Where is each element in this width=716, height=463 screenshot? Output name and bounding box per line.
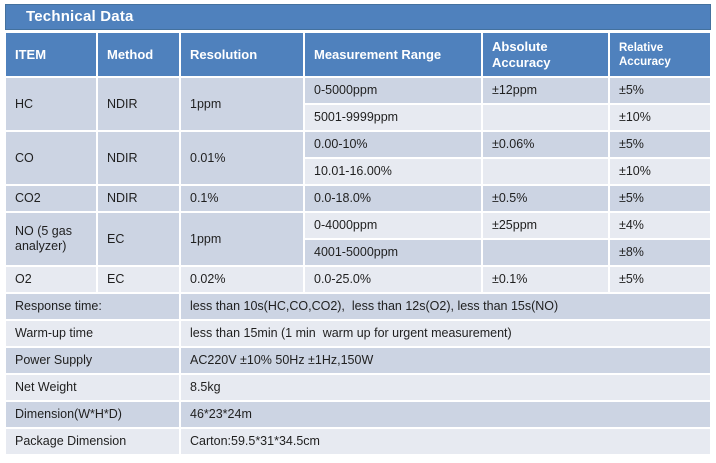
range-cell: 0-5000ppm	[305, 78, 481, 103]
table-row-package-dimension: Package Dimension Carton:59.5*31*34.5cm	[6, 429, 710, 454]
table-row-co-2: 10.01-16.00% ±10%	[6, 159, 710, 184]
resolution-cell: 1ppm	[181, 78, 303, 130]
col-header-resolution: Resolution	[181, 33, 303, 76]
method-cell: NDIR	[98, 78, 179, 130]
rel-accuracy-cell: ±4%	[610, 213, 710, 238]
header-row: ITEM Method Resolution Measurement Range…	[6, 33, 710, 76]
range-cell: 0.00-10%	[305, 132, 481, 157]
spec-label-cell: Package Dimension	[6, 429, 179, 454]
gas-item-cell: HC	[6, 78, 96, 130]
spec-value-cell: Carton:59.5*31*34.5cm	[181, 429, 710, 454]
table-row-warm-up-time: Warm-up time less than 15min (1 min warm…	[6, 321, 710, 346]
table-row-o2: O2 EC 0.02% 0.0-25.0% ±0.1% ±5%	[6, 267, 710, 292]
method-cell: EC	[98, 213, 179, 265]
table-row-net-weight: Net Weight 8.5kg	[6, 375, 710, 400]
gas-item-cell: O2	[6, 267, 96, 292]
abs-accuracy-cell: ±12ppm	[483, 78, 608, 103]
gas-item-cell: NO (5 gas analyzer)	[6, 213, 96, 265]
resolution-cell: 0.01%	[181, 132, 303, 184]
range-cell: 4001-5000ppm	[305, 240, 481, 265]
resolution-cell: 0.1%	[181, 186, 303, 211]
rel-accuracy-cell: ±5%	[610, 132, 710, 157]
table-row-co-1: CO NDIR 0.01% 0.00-10% ±0.06% ±5%	[6, 132, 710, 184]
col-header-absolute-accuracy: Absolute Accuracy	[483, 33, 608, 76]
col-header-relative-accuracy: Relative Accuracy	[610, 33, 710, 76]
abs-accuracy-cell	[483, 159, 608, 184]
abs-accuracy-cell: ±0.06%	[483, 132, 608, 157]
rel-accuracy-cell: ±10%	[610, 105, 710, 130]
abs-accuracy-cell	[483, 240, 608, 265]
rel-accuracy-cell: ±8%	[610, 240, 710, 265]
col-header-measurement-range: Measurement Range	[305, 33, 481, 76]
rel-accuracy-cell: ±5%	[610, 267, 710, 292]
technical-data-table: ITEM Method Resolution Measurement Range…	[4, 31, 712, 456]
table-row-co2: CO2 NDIR 0.1% 0.0-18.0% ±0.5% ±5%	[6, 186, 710, 211]
range-cell: 10.01-16.00%	[305, 159, 481, 184]
range-cell: 0-4000ppm	[305, 213, 481, 238]
rel-accuracy-cell: ±5%	[610, 186, 710, 211]
spec-value-cell: 46*23*24m	[181, 402, 710, 427]
spec-value-cell: less than 10s(HC,CO,CO2), less than 12s(…	[181, 294, 710, 319]
method-cell: NDIR	[98, 132, 179, 184]
spec-label-cell: Power Supply	[6, 348, 179, 373]
table-row-no-1: NO (5 gas analyzer) EC 1ppm 0-4000ppm ±2…	[6, 213, 710, 265]
table-row-response-time: Response time: less than 10s(HC,CO,CO2),…	[6, 294, 710, 319]
spec-label-cell: Dimension(W*H*D)	[6, 402, 179, 427]
col-header-method: Method	[98, 33, 179, 76]
spec-value-cell: 8.5kg	[181, 375, 710, 400]
method-cell: NDIR	[98, 186, 179, 211]
table-row-no-2: 4001-5000ppm ±8%	[6, 240, 710, 265]
resolution-cell: 0.02%	[181, 267, 303, 292]
page-title: Technical Data	[26, 8, 134, 25]
spec-value-cell: less than 15min (1 min warm up for urgen…	[181, 321, 710, 346]
col-header-item: ITEM	[6, 33, 96, 76]
spec-value-cell: AC220V ±10% 50Hz ±1Hz,150W	[181, 348, 710, 373]
abs-accuracy-cell: ±0.5%	[483, 186, 608, 211]
table-row-power-supply: Power Supply AC220V ±10% 50Hz ±1Hz,150W	[6, 348, 710, 373]
gas-item-cell: CO2	[6, 186, 96, 211]
range-cell: 0.0-18.0%	[305, 186, 481, 211]
abs-accuracy-cell: ±25ppm	[483, 213, 608, 238]
spec-label-cell: Net Weight	[6, 375, 179, 400]
abs-accuracy-cell	[483, 105, 608, 130]
table-row-dimension: Dimension(W*H*D) 46*23*24m	[6, 402, 710, 427]
resolution-cell: 1ppm	[181, 213, 303, 265]
gas-item-cell: CO	[6, 132, 96, 184]
rel-accuracy-cell: ±10%	[610, 159, 710, 184]
title-bar: Technical Data	[5, 4, 711, 30]
spec-label-cell: Warm-up time	[6, 321, 179, 346]
spec-label-cell: Response time:	[6, 294, 179, 319]
table-row-hc-1: HC NDIR 1ppm 0-5000ppm ±12ppm ±5%	[6, 78, 710, 130]
abs-accuracy-cell: ±0.1%	[483, 267, 608, 292]
table-row-hc-2: 5001-9999ppm ±10%	[6, 105, 710, 130]
range-cell: 5001-9999ppm	[305, 105, 481, 130]
method-cell: EC	[98, 267, 179, 292]
rel-accuracy-cell: ±5%	[610, 78, 710, 103]
range-cell: 0.0-25.0%	[305, 267, 481, 292]
